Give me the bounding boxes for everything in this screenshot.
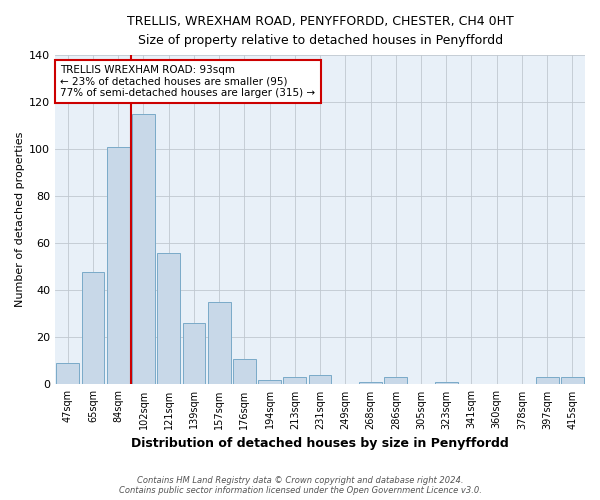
Bar	[107, 147, 130, 384]
Bar	[56, 364, 79, 384]
Bar	[82, 272, 104, 384]
Bar	[359, 382, 382, 384]
Bar	[561, 378, 584, 384]
Text: Contains HM Land Registry data © Crown copyright and database right 2024.
Contai: Contains HM Land Registry data © Crown c…	[119, 476, 481, 495]
Bar	[435, 382, 458, 384]
Title: TRELLIS, WREXHAM ROAD, PENYFFORDD, CHESTER, CH4 0HT
Size of property relative to: TRELLIS, WREXHAM ROAD, PENYFFORDD, CHEST…	[127, 15, 514, 47]
Bar	[208, 302, 230, 384]
X-axis label: Distribution of detached houses by size in Penyffordd: Distribution of detached houses by size …	[131, 437, 509, 450]
Bar	[385, 378, 407, 384]
Text: TRELLIS WREXHAM ROAD: 93sqm
← 23% of detached houses are smaller (95)
77% of sem: TRELLIS WREXHAM ROAD: 93sqm ← 23% of det…	[61, 65, 316, 98]
Bar	[233, 358, 256, 384]
Bar	[258, 380, 281, 384]
Bar	[309, 375, 331, 384]
Bar	[157, 252, 180, 384]
Y-axis label: Number of detached properties: Number of detached properties	[15, 132, 25, 308]
Bar	[182, 324, 205, 384]
Bar	[536, 378, 559, 384]
Bar	[132, 114, 155, 384]
Bar	[283, 378, 306, 384]
